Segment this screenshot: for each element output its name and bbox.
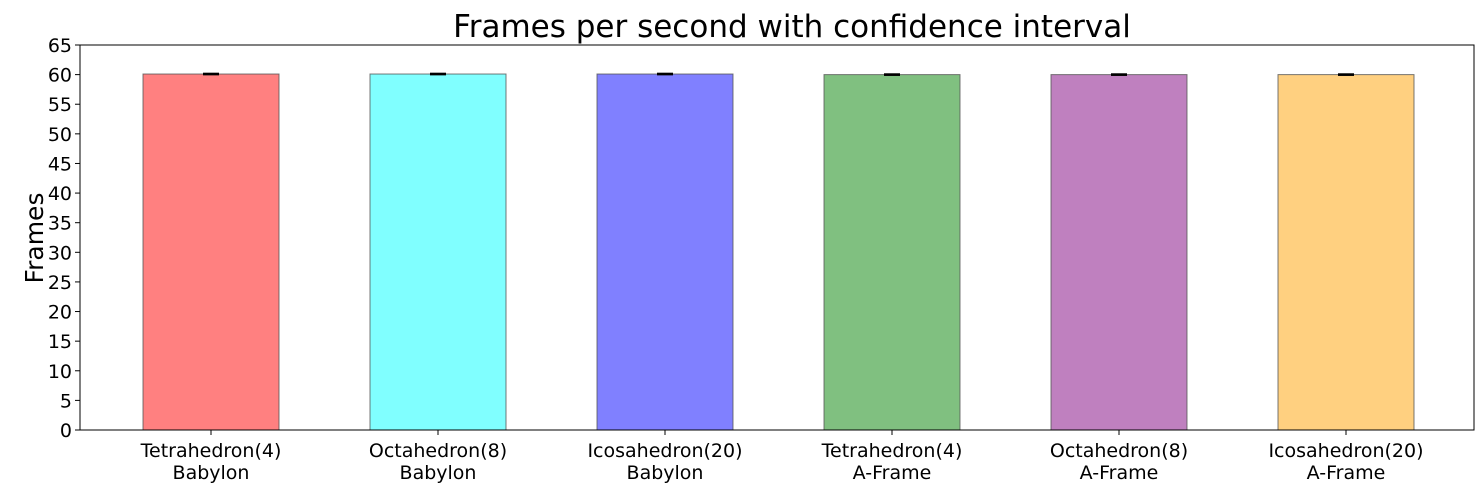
x-tick-label-engine: Babylon xyxy=(173,462,250,484)
bar xyxy=(596,73,734,431)
x-tick-label-shape: Octahedron(8) xyxy=(1050,440,1188,462)
y-tick-label: 20 xyxy=(48,302,72,324)
y-axis: 0 5 10 15 20 25 30 35 40 45 50 55 60 65 xyxy=(48,35,80,442)
y-tick-label: 5 xyxy=(60,390,72,412)
x-tick-label-engine: Babylon xyxy=(400,462,477,484)
y-tick-label: 45 xyxy=(48,153,72,175)
bar xyxy=(1277,74,1415,431)
bar xyxy=(142,73,280,431)
y-tick-label: 50 xyxy=(48,124,72,146)
y-tick-label: 60 xyxy=(48,65,72,87)
plot-frame xyxy=(79,44,1475,431)
x-tick-label: Octahedron(8) Babylon xyxy=(369,440,507,484)
x-tick-label-shape: Tetrahedron(4) xyxy=(821,440,963,462)
x-tick-label-shape: Tetrahedron(4) xyxy=(140,440,282,462)
x-tick-label-engine: A-Frame xyxy=(1307,462,1386,484)
x-tick-label-engine: A-Frame xyxy=(1080,462,1159,484)
y-tick-label: 65 xyxy=(48,35,72,57)
y-tick-label: 0 xyxy=(60,420,72,442)
y-tick-label: 10 xyxy=(48,361,72,383)
x-tick-label: Octahedron(8) A-Frame xyxy=(1050,440,1188,484)
y-tick-label: 35 xyxy=(48,213,72,235)
x-tick-label-engine: A-Frame xyxy=(853,462,932,484)
x-tick-label-shape: Octahedron(8) xyxy=(369,440,507,462)
y-tick-label: 30 xyxy=(48,242,72,264)
y-tick-label: 15 xyxy=(48,331,72,353)
error-bars-group xyxy=(203,72,1354,76)
y-axis-label: Frames xyxy=(20,193,49,284)
bar xyxy=(823,74,961,431)
y-tick-label: 55 xyxy=(48,94,72,116)
y-tick-label: 40 xyxy=(48,183,72,205)
x-tick-label-shape: Icosahedron(20) xyxy=(1268,440,1423,462)
bar xyxy=(369,73,507,431)
bar xyxy=(1050,74,1188,431)
x-tick-label-shape: Icosahedron(20) xyxy=(587,440,742,462)
bars-group xyxy=(142,73,1415,431)
y-tick-label: 25 xyxy=(48,272,72,294)
x-tick-label: Icosahedron(20) A-Frame xyxy=(1268,440,1423,484)
x-tick-label: Tetrahedron(4) A-Frame xyxy=(821,440,963,484)
x-tick-label: Icosahedron(20) Babylon xyxy=(587,440,742,484)
x-tick-label: Tetrahedron(4) Babylon xyxy=(140,440,282,484)
chart-title: Frames per second with confidence interv… xyxy=(453,9,1131,45)
x-tick-label-engine: Babylon xyxy=(627,462,704,484)
